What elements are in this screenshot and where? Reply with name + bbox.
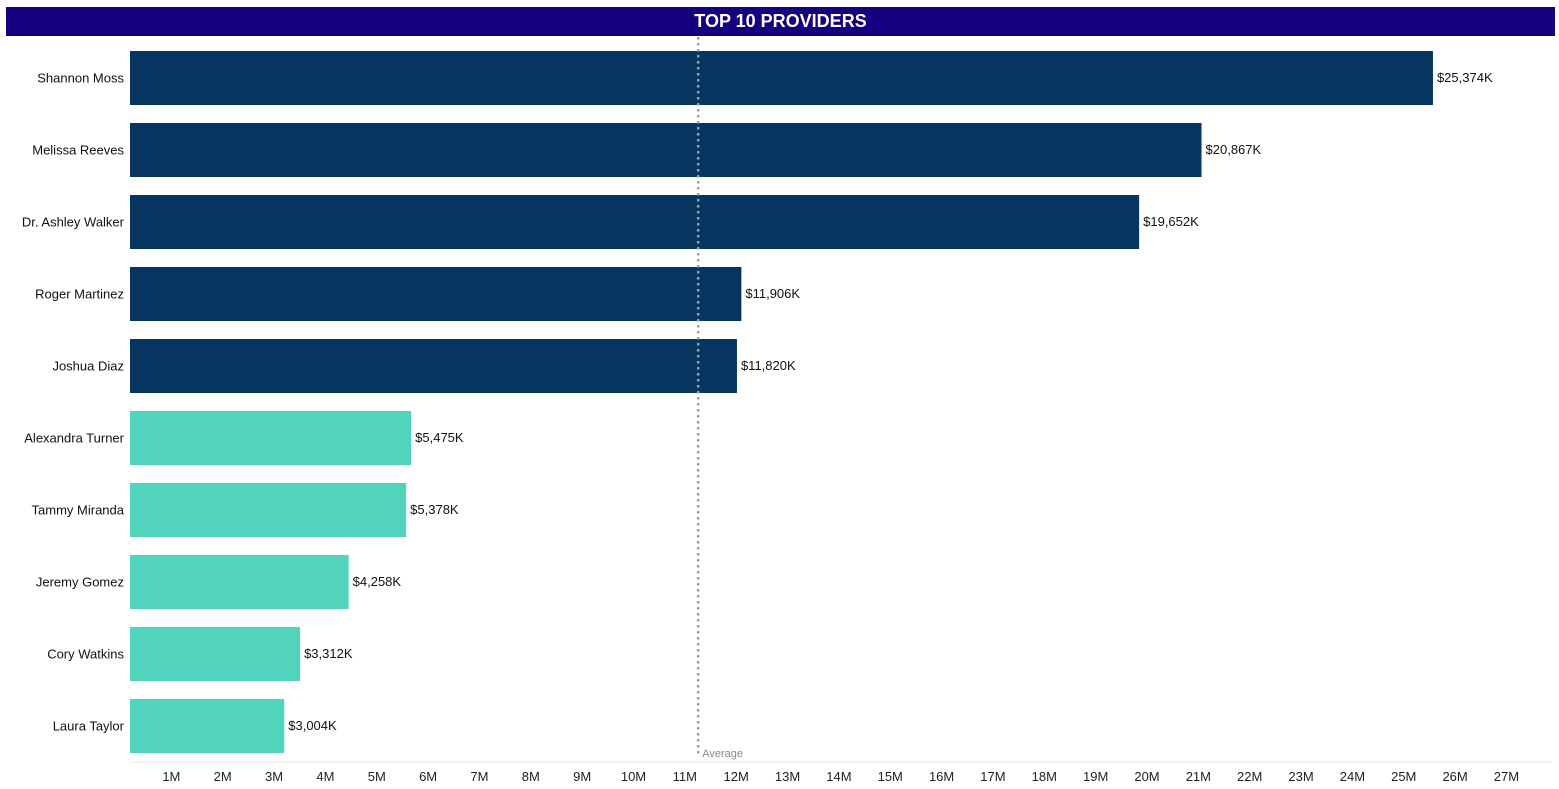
bar [130,195,1140,249]
bar [130,339,737,393]
x-tick-label: 21M [1186,769,1211,784]
x-tick-label: 9M [573,769,591,784]
x-tick-label: 7M [470,769,488,784]
data-label: $11,906K [745,286,800,301]
x-tick-label: 8M [522,769,540,784]
x-tick-label: 24M [1340,769,1365,784]
x-tick-label: 11M [673,769,697,784]
x-tick-label: 22M [1237,769,1262,784]
category-label: Dr. Ashley Walker [22,215,125,230]
data-label: $4,258K [353,574,402,589]
category-label: Shannon Moss [37,71,124,86]
data-label: $5,475K [415,430,464,445]
data-label: $19,652K [1143,214,1199,229]
category-label: Alexandra Turner [24,431,124,446]
bar [130,555,349,609]
category-label: Laura Taylor [53,719,125,734]
x-tick-label: 18M [1032,769,1057,784]
x-tick-label: 3M [265,769,283,784]
x-tick-label: 4M [316,769,334,784]
data-label: $20,867K [1206,142,1262,157]
x-tick-label: 19M [1083,769,1108,784]
category-label: Melissa Reeves [32,143,124,158]
bar [130,123,1202,177]
data-label: $25,374K [1437,70,1493,85]
x-tick-label: 6M [419,769,437,784]
x-tick-label: 14M [826,769,851,784]
category-label: Roger Martinez [35,287,124,302]
bar [130,411,412,465]
average-label: Average [702,748,743,760]
x-tick-label: 17M [980,769,1005,784]
x-tick-label: 15M [878,769,903,784]
x-tick-label: 25M [1391,769,1416,784]
x-tick-label: 2M [214,769,232,784]
bar [130,267,742,321]
x-tick-label: 16M [929,769,954,784]
data-label: $3,312K [304,646,353,661]
data-label: $11,820K [741,358,796,373]
category-label: Jeremy Gomez [36,575,124,590]
data-label: $3,004K [288,718,337,733]
data-label: $5,378K [410,502,459,517]
bar [130,483,407,537]
bar [130,627,301,681]
x-tick-label: 26M [1442,769,1467,784]
category-label: Joshua Diaz [52,359,124,374]
x-tick-label: 20M [1134,769,1159,784]
x-tick-label: 13M [775,769,800,784]
chart-title: TOP 10 PROVIDERS [6,7,1555,36]
x-tick-label: 10M [621,769,646,784]
x-tick-label: 23M [1288,769,1313,784]
x-tick-label: 1M [162,769,180,784]
category-label: Cory Watkins [47,647,124,662]
x-tick-label: 27M [1494,769,1519,784]
x-tick-label: 5M [368,769,386,784]
category-label: Tammy Miranda [32,503,125,518]
bar [130,699,285,753]
x-tick-label: 12M [724,769,749,784]
bar [130,51,1433,105]
